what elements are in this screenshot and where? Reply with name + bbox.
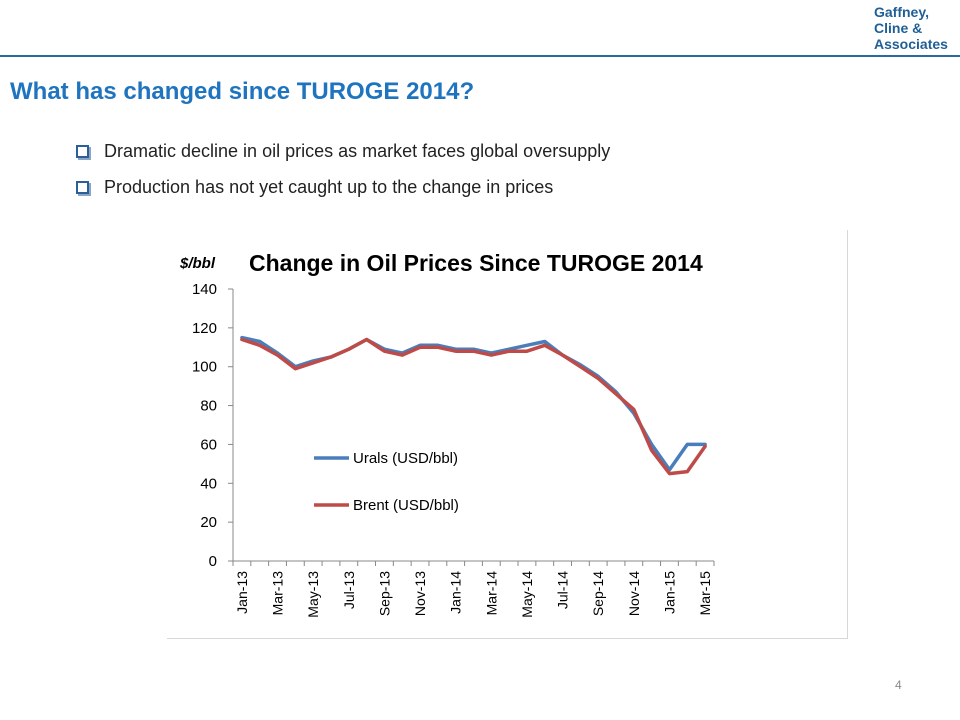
series-line-urals [240, 335, 707, 472]
x-tick-label: Jul-13 [341, 571, 357, 609]
x-tick-label: May-14 [519, 571, 535, 618]
y-tick-label: 20 [200, 514, 217, 531]
legend-label: Brent (USD/bbl) [353, 497, 459, 514]
bullet-list: Dramatic decline in oil prices as market… [76, 133, 610, 205]
x-tick-label: Sep-13 [376, 571, 392, 616]
logo-line-3: Associates [874, 36, 948, 52]
y-tick-label: 80 [200, 398, 217, 415]
slide-title: What has changed since TUROGE 2014? [10, 78, 475, 105]
page-number: 4 [895, 678, 902, 692]
y-tick-label: 100 [192, 359, 217, 376]
oil-price-chart: Change in Oil Prices Since TUROGE 2014 $/… [167, 230, 848, 639]
bullet-item: Production has not yet caught up to the … [76, 169, 610, 205]
x-tick-label: Mar-15 [697, 571, 713, 616]
bullet-text: Production has not yet caught up to the … [104, 176, 554, 197]
y-axis-label: $/bbl [179, 255, 216, 272]
bullet-text: Dramatic decline in oil prices as market… [104, 140, 611, 161]
y-tick-label: 60 [200, 436, 217, 453]
y-tick-label: 0 [209, 553, 217, 570]
header-rule [0, 55, 960, 57]
x-tick-label: Jan-13 [234, 571, 250, 614]
y-tick-label: 140 [192, 281, 217, 298]
x-tick-label: Nov-13 [412, 571, 428, 616]
logo-line-2: Cline & [874, 20, 923, 36]
company-logo: Gaffney, Cline & Associates [874, 4, 958, 52]
checkbox-bullet-icon [76, 144, 89, 158]
chart-title: Change in Oil Prices Since TUROGE 2014 [249, 250, 703, 276]
x-tick-label: Jul-14 [555, 571, 571, 609]
logo-line-1: Gaffney, [874, 4, 929, 20]
y-tick-label: 120 [192, 320, 217, 337]
bullet-item: Dramatic decline in oil prices as market… [76, 133, 610, 169]
x-tick-label: Nov-14 [626, 571, 642, 616]
legend-label: Urals (USD/bbl) [353, 450, 458, 467]
x-tick-label: Sep-14 [590, 571, 606, 616]
series-line-brent [240, 337, 707, 476]
x-tick-label: May-13 [305, 571, 321, 618]
y-tick-label: 40 [200, 475, 217, 492]
x-tick-label: Mar-13 [270, 571, 286, 616]
x-tick-label: Jan-15 [661, 571, 677, 614]
x-tick-label: Mar-14 [483, 571, 499, 616]
checkbox-bullet-icon [76, 180, 89, 194]
x-tick-label: Jan-14 [448, 571, 464, 614]
chart-canvas: Change in Oil Prices Since TUROGE 2014 $/… [179, 250, 715, 618]
